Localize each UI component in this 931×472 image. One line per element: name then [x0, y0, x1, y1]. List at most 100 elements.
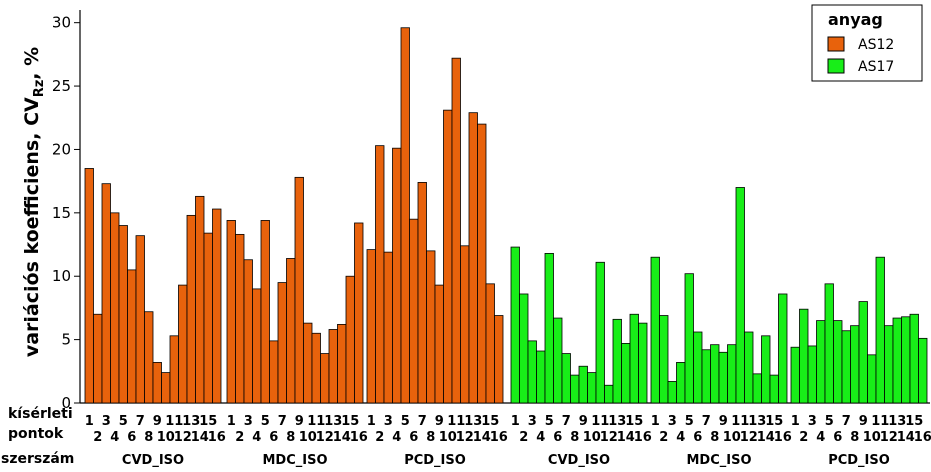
x-tick-label: 9 [719, 414, 728, 429]
bar-as17-mdc-iso-15 [769, 374, 779, 404]
bar-as17-mdc-iso-13 [752, 373, 762, 404]
x-tick-label: 14 [897, 430, 915, 445]
x-tick-label: 9 [435, 414, 444, 429]
x-tick-label: 16 [350, 430, 368, 445]
bar-as17-pcd-iso-15 [909, 313, 919, 404]
x-tick-label: 14 [333, 430, 351, 445]
bar-as17-mdc-iso-14 [761, 335, 771, 404]
x-tick-label: 9 [579, 414, 588, 429]
group-label: PCD_ISO [404, 453, 466, 468]
x-tick-label: 15 [905, 414, 923, 429]
bar-as17-mdc-iso-11 [735, 187, 745, 404]
y-axis-label-subscript: Rz [32, 80, 47, 98]
bar-as12-mdc-iso-5 [260, 220, 270, 404]
x-tick-label: 7 [136, 414, 145, 429]
x-tick-label: 14 [473, 430, 491, 445]
bar-as17-mdc-iso-16 [778, 293, 788, 404]
bar-as17-cvd-iso-7 [561, 353, 571, 404]
bar-as17-mdc-iso-1 [650, 256, 660, 404]
x-tick-label: 1 [511, 414, 520, 429]
bar-as12-cvd-iso-1 [84, 168, 94, 404]
bar-as17-mdc-iso-10 [727, 344, 737, 404]
bar-as12-cvd-iso-6 [127, 269, 137, 404]
bar-as12-pcd-iso-13 [468, 112, 478, 404]
bar-as12-pcd-iso-14 [477, 123, 487, 404]
bar-as12-cvd-iso-12 [178, 284, 188, 404]
x-tick-label: 5 [545, 414, 554, 429]
legend: anyag AS12 AS17 [811, 4, 923, 82]
x-tick-label: 4 [536, 430, 545, 445]
x-axis-labels: 1234567891011121314151612345678910111213… [85, 414, 931, 445]
bar-as12-cvd-iso-5 [118, 225, 128, 404]
bar-as12-mdc-iso-15 [345, 275, 355, 404]
bar-as17-cvd-iso-10 [587, 372, 597, 404]
y-tick-label: 25 [52, 77, 71, 95]
x-tick-label: 5 [825, 414, 834, 429]
row-label-pontok: pontok [8, 426, 64, 442]
bar-as17-pcd-iso-16 [918, 337, 928, 404]
bar-as17-mdc-iso-2 [659, 315, 669, 404]
x-tick-label: 6 [409, 430, 418, 445]
bar-as12-pcd-iso-6 [409, 218, 419, 404]
x-tick-label: 5 [685, 414, 694, 429]
x-tick-label: 12 [740, 430, 758, 445]
bar-as12-pcd-iso-10 [443, 109, 453, 404]
y-axis-label: variációs koefficiens, CVRz, % [21, 47, 47, 357]
x-tick-label: 13 [888, 414, 906, 429]
x-tick-label: 1 [791, 414, 800, 429]
x-tick-label: 8 [144, 430, 153, 445]
bar-as17-cvd-iso-15 [629, 313, 639, 404]
group-label: MDC_ISO [686, 453, 751, 468]
x-tick-label: 8 [710, 430, 719, 445]
x-tick-label: 4 [252, 430, 261, 445]
x-tick-label: 2 [93, 430, 102, 445]
group-label: PCD_ISO [828, 453, 890, 468]
x-tick-label: 7 [842, 414, 851, 429]
x-tick-label: 2 [375, 430, 384, 445]
x-tick-label: 6 [269, 430, 278, 445]
bar-as12-cvd-iso-4 [110, 212, 120, 404]
x-tick-label: 5 [119, 414, 128, 429]
x-tick-label: 12 [174, 430, 192, 445]
row-label-szerszam: szerszám [1, 451, 74, 467]
x-tick-label: 4 [392, 430, 401, 445]
bar-as12-cvd-iso-2 [93, 313, 103, 404]
bar-as17-cvd-iso-14 [621, 343, 631, 404]
bar-as12-pcd-iso-11 [451, 57, 461, 404]
bar-as12-pcd-iso-7 [417, 182, 427, 404]
legend-label-as12: AS12 [858, 37, 894, 53]
bar-as17-pcd-iso-3 [807, 345, 817, 404]
x-tick-label: 9 [153, 414, 162, 429]
bar-as17-cvd-iso-13 [612, 318, 622, 404]
x-tick-label: 14 [617, 430, 635, 445]
x-tick-label: 10 [157, 430, 175, 445]
x-tick-label: 16 [634, 430, 652, 445]
x-tick-label: 12 [456, 430, 474, 445]
x-tick-label: 2 [235, 430, 244, 445]
x-tick-label: 7 [418, 414, 427, 429]
x-tick-label: 11 [307, 414, 325, 429]
bar-as12-pcd-iso-4 [392, 147, 402, 404]
bar-as17-cvd-iso-16 [638, 322, 648, 404]
x-tick-label: 3 [808, 414, 817, 429]
bar-as12-mdc-iso-9 [294, 176, 304, 404]
bar-as12-mdc-iso-7 [277, 282, 287, 404]
x-tick-label: 14 [757, 430, 775, 445]
group-labels: CVD_ISO MDC_ISO PCD_ISO CVD_ISO MDC_ISO PCD_I… [122, 453, 890, 468]
bar-as17-cvd-iso-4 [536, 350, 546, 404]
y-tick-label: 30 [52, 14, 71, 32]
bar-as12-mdc-iso-16 [354, 222, 364, 404]
x-tick-label: 5 [401, 414, 410, 429]
x-tick-label: 4 [676, 430, 685, 445]
x-tick-label: 2 [659, 430, 668, 445]
group-label: MDC_ISO [262, 453, 327, 468]
bar-as17-pcd-iso-4 [816, 320, 826, 404]
y-tick-label: 10 [52, 267, 71, 285]
y-tick-label: 20 [52, 140, 71, 158]
y-tick-label: 5 [61, 331, 71, 349]
x-tick-label: 7 [702, 414, 711, 429]
bar-as12-mdc-iso-3 [243, 259, 253, 404]
bar-as12-cvd-iso-3 [101, 183, 111, 404]
bar-as17-mdc-iso-5 [684, 273, 694, 404]
bar-as12-cvd-iso-16 [212, 208, 222, 404]
